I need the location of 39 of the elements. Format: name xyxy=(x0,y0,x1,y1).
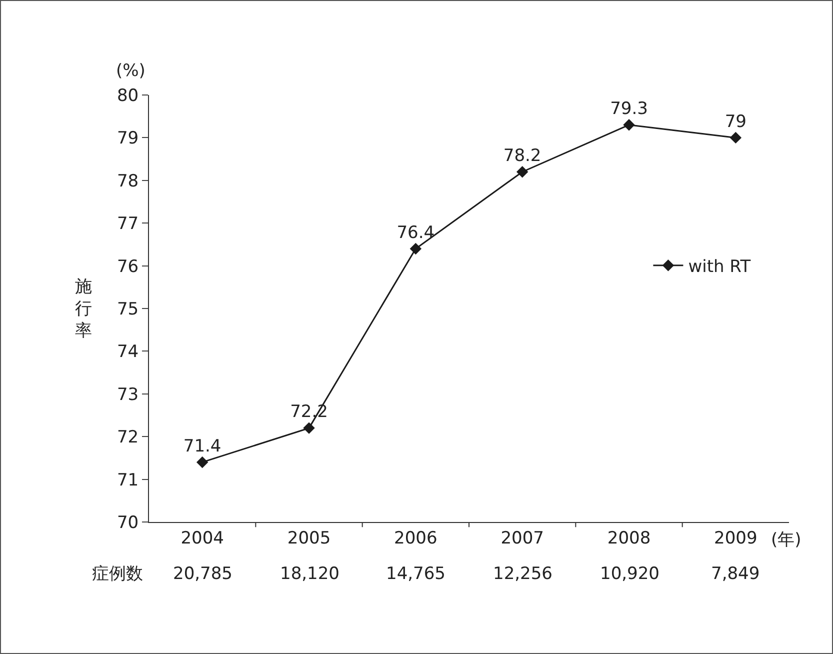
data-label: 79.3 xyxy=(610,99,648,120)
x-axis-title: (年) xyxy=(771,530,802,550)
point xyxy=(623,119,635,131)
point xyxy=(516,166,528,178)
point xyxy=(410,242,422,255)
y-tick-label: 79 xyxy=(116,128,139,149)
x-tick-label: 2005 xyxy=(287,528,331,548)
y-tick-label: 78 xyxy=(116,171,139,192)
point xyxy=(730,132,742,144)
y-tick-label: 77 xyxy=(116,214,139,234)
text: 7,849 xyxy=(711,564,760,584)
point xyxy=(303,422,315,434)
text: (%) xyxy=(116,61,146,81)
text: 14,765 xyxy=(386,564,446,584)
x-tick-label: 2006 xyxy=(394,528,438,548)
x-tick-label: 2009 xyxy=(714,528,758,548)
data-label: 76.4 xyxy=(396,222,435,243)
y-tick-label: 70 xyxy=(116,512,139,533)
y-tick-label: 72 xyxy=(116,428,139,448)
y-tick-label: 76 xyxy=(116,256,139,277)
text: 12,256 xyxy=(493,564,552,584)
y-axis-title: 施行率 xyxy=(75,277,92,342)
text: 症例数 xyxy=(92,564,143,584)
x-tick-label: 2008 xyxy=(607,528,651,548)
data-label: 71.4 xyxy=(183,436,222,456)
y-tick-label: 73 xyxy=(116,384,139,405)
x-tick-label: 2004 xyxy=(180,528,224,548)
text: 20,785 xyxy=(173,564,232,584)
y-tick-label: 74 xyxy=(116,342,139,362)
data-label: 79 xyxy=(724,112,746,132)
x-tick-label: 2007 xyxy=(500,528,544,548)
y-tick-label: 71 xyxy=(116,470,139,490)
y-tick-label: 80 xyxy=(116,86,139,106)
legend-label: with RT xyxy=(688,256,752,277)
text: 18,120 xyxy=(280,564,340,584)
data-label: 78.2 xyxy=(503,146,542,166)
y-tick-label: 75 xyxy=(116,299,139,320)
text: 10,920 xyxy=(600,564,660,584)
point xyxy=(196,456,208,468)
